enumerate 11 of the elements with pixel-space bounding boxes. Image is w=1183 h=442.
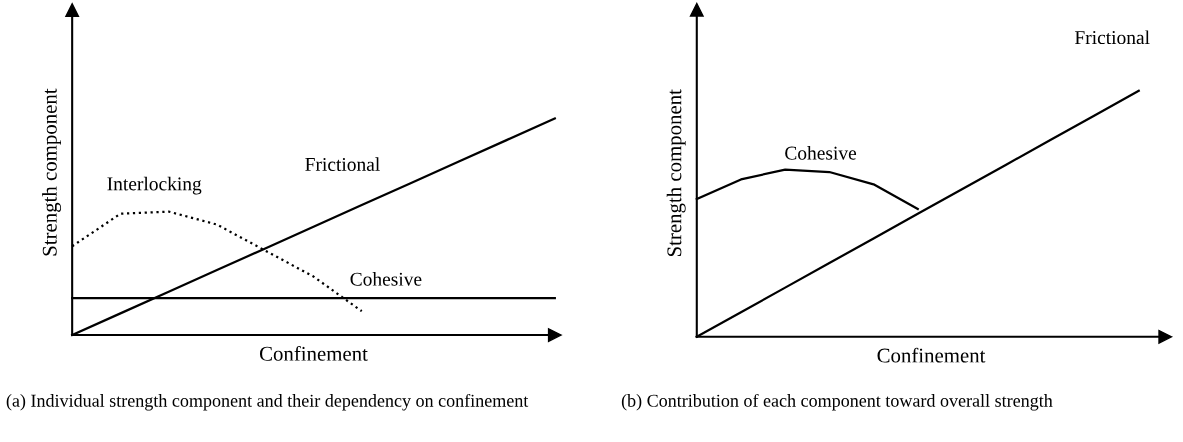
x-axis-title: Confinement	[259, 345, 368, 361]
x-axis-title: Confinement	[877, 347, 986, 363]
series-label: Cohesive	[350, 272, 422, 286]
y-axis-title: Strength component	[42, 88, 62, 256]
series-label: Frictional	[305, 157, 380, 171]
y-axis-title: Strength component	[666, 89, 686, 257]
series-label: Cohesive	[785, 146, 857, 160]
text: (a) Individual strength component and their dependency on confinement	[6, 393, 529, 411]
series-label: Interlocking	[107, 176, 202, 195]
text: (b) Contribution of each component toward overall strength	[621, 393, 1053, 411]
text: Frictional	[1074, 30, 1150, 45]
